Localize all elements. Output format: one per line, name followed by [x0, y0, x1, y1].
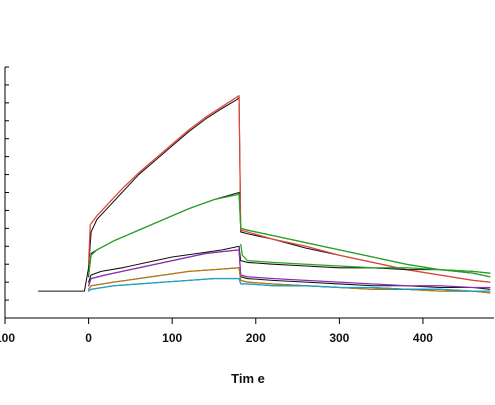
- series-line-7: [87, 249, 491, 289]
- x-tick-label-3: 200: [246, 331, 266, 345]
- series-line-5: [240, 243, 491, 274]
- x-tick-label-1: 0: [85, 331, 92, 345]
- series-line-2: [88, 191, 491, 278]
- x-tick-label-0: 100: [0, 331, 15, 345]
- series-line-11: [87, 277, 491, 292]
- x-axis-title: Tim e: [231, 371, 265, 386]
- series-line-3: [87, 193, 491, 278]
- series-line-4: [88, 245, 491, 283]
- series-line-1: [87, 95, 491, 283]
- x-tick-label-5: 400: [413, 331, 433, 345]
- x-tick-label-2: 100: [162, 331, 182, 345]
- x-tick-label-4: 300: [329, 331, 349, 345]
